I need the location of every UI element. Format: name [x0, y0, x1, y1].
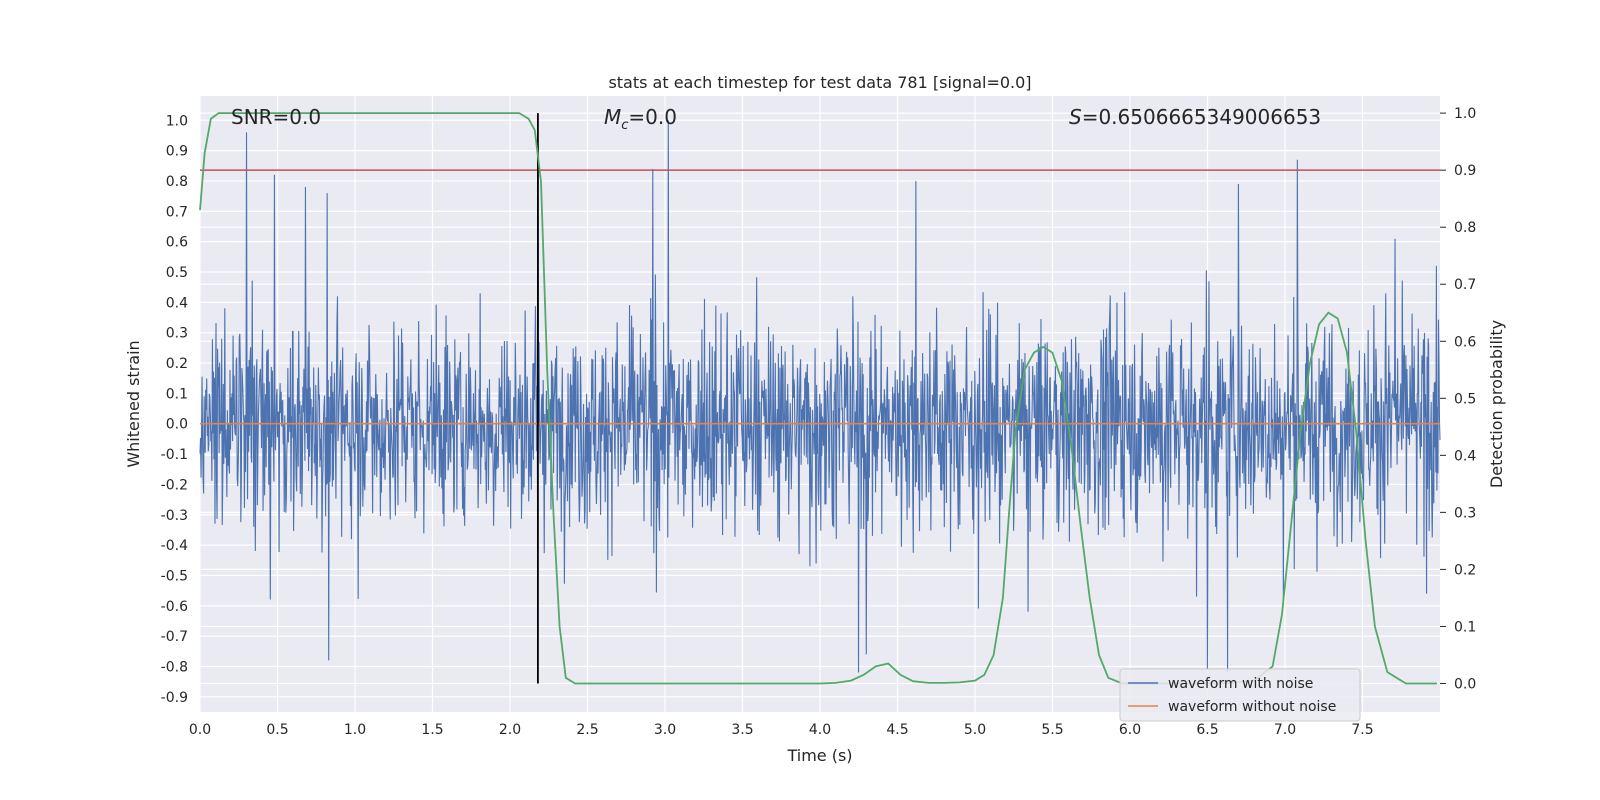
y2-tick-label: 0.4 [1454, 448, 1476, 464]
y2-tick-label: 0.6 [1454, 334, 1476, 350]
y-tick-label: 0.8 [166, 174, 188, 190]
y-tick-label: -0.4 [161, 538, 188, 554]
chart-title: stats at each timestep for test data 781… [608, 73, 1031, 92]
y-tick-label: -0.3 [161, 508, 188, 524]
y-tick-label: -0.1 [161, 447, 188, 463]
x-tick-label: 0.0 [189, 722, 211, 738]
y-tick-label: -0.6 [161, 599, 188, 615]
y-tick-label: 0.9 [166, 144, 188, 160]
score-annotation: S=0.6506665349006653 [1069, 105, 1321, 129]
y-tick-label: 0.5 [166, 265, 188, 281]
y-tick-label: 1.0 [166, 113, 188, 129]
y-tick-label: 0.1 [166, 386, 188, 402]
y2-tick-label: 0.9 [1454, 163, 1476, 179]
waveform-with-noise-series [199, 120, 1441, 673]
legend-box [1119, 668, 1361, 722]
y2-tick-label: 0.0 [1454, 676, 1476, 692]
y-tick-label: -0.9 [161, 690, 188, 706]
y2-tick-label: 0.2 [1454, 562, 1476, 578]
legend-label-waveform-with-noise: waveform with noise [1168, 676, 1313, 692]
y-tick-label: -0.7 [161, 629, 188, 645]
y2-tick-label: 1.0 [1454, 106, 1476, 122]
score-symbol: S [1069, 105, 1082, 129]
y-tick-label: -0.2 [161, 477, 188, 493]
y2-axis-label: Detection probability [1487, 320, 1506, 488]
y-tick-label: -0.5 [161, 568, 188, 584]
x-tick-label: 3.5 [731, 722, 753, 738]
x-tick-label: 1.0 [344, 722, 366, 738]
chirp-mass-annotation: Mc=0.0 [604, 105, 677, 133]
x-tick-label: 6.0 [1119, 722, 1141, 738]
x-tick-label: 2.5 [576, 722, 598, 738]
score-value: =0.6506665349006653 [1082, 105, 1321, 129]
snr-annotation: SNR=0.0 [231, 105, 321, 129]
x-axis-label: Time (s) [786, 746, 852, 765]
chirp-mass-symbol: M [604, 105, 621, 129]
y-tick-label: 0.6 [166, 235, 188, 251]
y2-tick-label: 0.1 [1454, 619, 1476, 635]
y-tick-label: 0.3 [166, 326, 188, 342]
detection-probability-line [199, 112, 1437, 685]
x-tick-label: 5.0 [964, 722, 986, 738]
legend-label-waveform-without-noise: waveform without noise [1168, 699, 1336, 715]
x-tick-label: 7.0 [1274, 722, 1296, 738]
x-tick-label: 3.0 [654, 722, 676, 738]
ticks: 0.0 0.5 1.0 1.5 2.0 2.5 3.0 3.5 4.0 4.5 5.0 5.5 6.0 6… [161, 106, 1477, 738]
x-tick-label: 0.5 [266, 722, 288, 738]
y2-tick-label: 0.3 [1454, 505, 1476, 521]
y-tick-label: 0.4 [166, 295, 188, 311]
lines [199, 112, 1440, 685]
x-tick-label: 1.5 [421, 722, 443, 738]
y2-tick-label: 0.8 [1454, 220, 1476, 236]
y-tick-label: 0.2 [166, 356, 188, 372]
x-tick-label: 2.0 [499, 722, 521, 738]
waveform-with-noise-line [199, 120, 1441, 673]
x-tick-label: 7.5 [1351, 722, 1373, 738]
y-tick-label: -0.8 [161, 659, 188, 675]
y-tick-label: 0.7 [166, 204, 188, 220]
x-tick-label: 4.5 [886, 722, 908, 738]
x-tick-label: 4.0 [809, 722, 831, 738]
y-tick-label: 0.0 [166, 417, 188, 433]
chirp-mass-subscript: c [621, 118, 628, 133]
chirp-mass-value: =0.0 [628, 105, 677, 129]
legend: waveform with noise waveform without noi… [1119, 668, 1361, 722]
y2-tick-label: 0.5 [1454, 391, 1476, 407]
y-axis-label: Whitened strain [124, 340, 143, 467]
x-tick-label: 6.5 [1196, 722, 1218, 738]
x-tick-label: 5.5 [1041, 722, 1063, 738]
y2-tick-label: 0.7 [1454, 277, 1476, 293]
